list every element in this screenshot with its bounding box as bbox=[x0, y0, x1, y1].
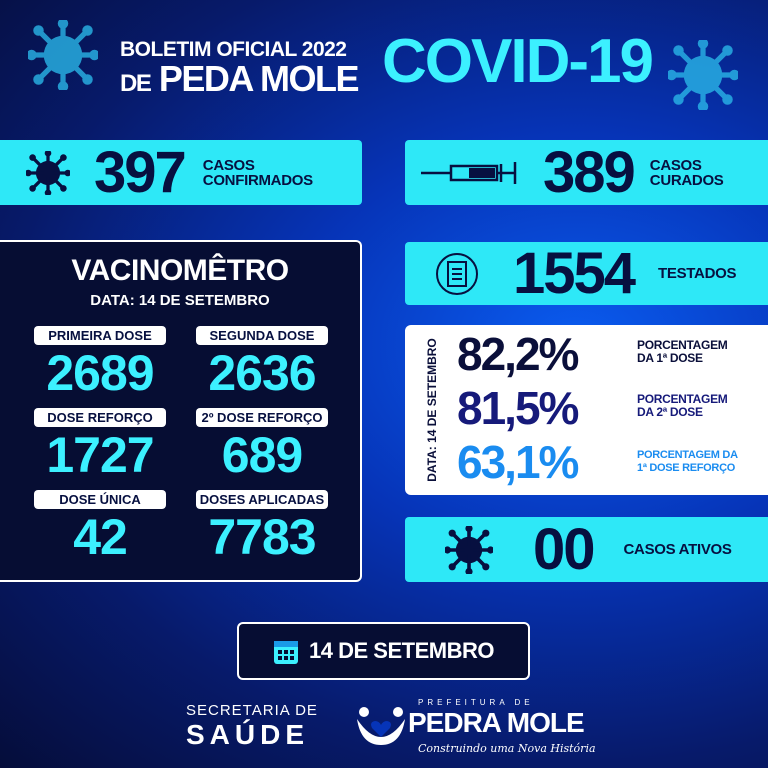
virus-icon bbox=[26, 150, 70, 195]
header-prefix: DE bbox=[120, 70, 152, 97]
confirmed-cases-card: 397 CASOS CONFIRMADOS bbox=[0, 140, 362, 205]
second-booster-value: 689 bbox=[221, 427, 303, 483]
prefeitura-name: PEDRA MOLE bbox=[408, 707, 585, 738]
confirmed-label: CASOS bbox=[202, 156, 255, 174]
active-label: CASOS ATIVOS bbox=[623, 541, 732, 558]
vacinometro-date: DATA: 14 DE SETEMBRO bbox=[90, 292, 270, 309]
prefeitura-logo-icon bbox=[357, 707, 405, 745]
header-city: PEDA MOLE bbox=[158, 58, 360, 99]
cured-label: CASOS bbox=[649, 156, 702, 174]
first-dose-label: PRIMEIRA DOSE bbox=[34, 326, 166, 345]
second-dose-percentage-label-line: DA 2ª DOSE bbox=[637, 405, 703, 419]
second-dose-percentage: 81,5% bbox=[457, 382, 579, 434]
doses-applied-label: DOSES APLICADAS bbox=[196, 490, 328, 509]
tested-label: TESTADOS bbox=[658, 265, 737, 282]
vaccination-percentages-card: DATA: 14 DE SETEMBRO 82,2% PORCENTAGEM DA… bbox=[405, 325, 768, 495]
booster-percentage-label: PORCENTAGEM DA 1ª DOSE REFORÇO bbox=[637, 449, 738, 475]
vacinometro-title: VACINOMÊTRO bbox=[71, 254, 289, 287]
saude-label: SAÚDE bbox=[186, 719, 310, 750]
syringe-icon bbox=[421, 161, 517, 184]
confirmed-value: 397 bbox=[94, 140, 187, 205]
second-dose-percentage-label-line: PORCENTAGEM bbox=[637, 392, 728, 406]
first-dose-percentage: 82,2% bbox=[457, 328, 579, 380]
percentages-date: DATA: 14 DE SETEMBRO bbox=[425, 338, 439, 482]
cured-label: CURADOS bbox=[649, 171, 724, 189]
date-text: 14 DE SETEMBRO bbox=[309, 638, 494, 663]
cured-cases-card: 389 CASOS CURADOS bbox=[405, 140, 768, 205]
first-dose-percentage-label-line: DA 1ª DOSE bbox=[637, 351, 703, 365]
single-dose-label: DOSE ÚNICA bbox=[34, 490, 166, 509]
second-dose-value: 2636 bbox=[208, 345, 316, 401]
booster-percentage: 63,1% bbox=[457, 436, 579, 488]
secretaria-label: SECRETARIA DE bbox=[186, 702, 318, 719]
date-badge: 14 DE SETEMBRO bbox=[237, 622, 530, 680]
calendar-icon bbox=[274, 641, 299, 664]
virus-decoration-icon bbox=[668, 40, 738, 110]
booster-value: 1727 bbox=[46, 427, 154, 483]
confirmed-label: CONFIRMADOS bbox=[202, 171, 313, 189]
first-dose-value: 2689 bbox=[46, 345, 154, 401]
virus-icon bbox=[445, 525, 493, 574]
booster-percentage-label-line: PORCENTAGEM DA bbox=[637, 449, 738, 461]
prefeitura-slogan: Construindo uma Nova História bbox=[418, 742, 596, 755]
prefeitura-top: PREFEITURA DE bbox=[418, 698, 534, 707]
first-dose-percentage-label-line: PORCENTAGEM bbox=[637, 338, 728, 352]
active-cases-card: 00 CASOS ATIVOS bbox=[405, 517, 768, 582]
cured-value: 389 bbox=[543, 140, 636, 205]
page-title: COVID-19 bbox=[382, 27, 654, 96]
virus-decoration-icon bbox=[28, 20, 98, 90]
tested-card: 1554 TESTADOS bbox=[405, 241, 768, 306]
header-line2: DE PEDA MOLE bbox=[120, 58, 360, 100]
clipboard-icon bbox=[436, 252, 478, 295]
single-dose-value: 42 bbox=[73, 509, 128, 565]
header-line1: BOLETIM OFICIAL 2022 bbox=[120, 38, 347, 61]
doses-applied-value: 7783 bbox=[208, 509, 316, 565]
second-dose-percentage-label: PORCENTAGEM DA 2ª DOSE bbox=[637, 392, 728, 419]
active-value: 00 bbox=[533, 517, 595, 582]
second-booster-label: 2º DOSE REFORÇO bbox=[196, 408, 328, 427]
vacinometro-panel: VACINOMÊTRO DATA: 14 DE SETEMBRO PRIMEIR… bbox=[0, 240, 362, 582]
booster-label: DOSE REFORÇO bbox=[34, 408, 166, 427]
first-dose-percentage-label: PORCENTAGEM DA 1ª DOSE bbox=[637, 338, 728, 365]
second-dose-label: SEGUNDA DOSE bbox=[196, 326, 328, 345]
tested-value: 1554 bbox=[513, 241, 636, 306]
booster-percentage-label-line: 1ª DOSE REFORÇO bbox=[637, 462, 735, 474]
